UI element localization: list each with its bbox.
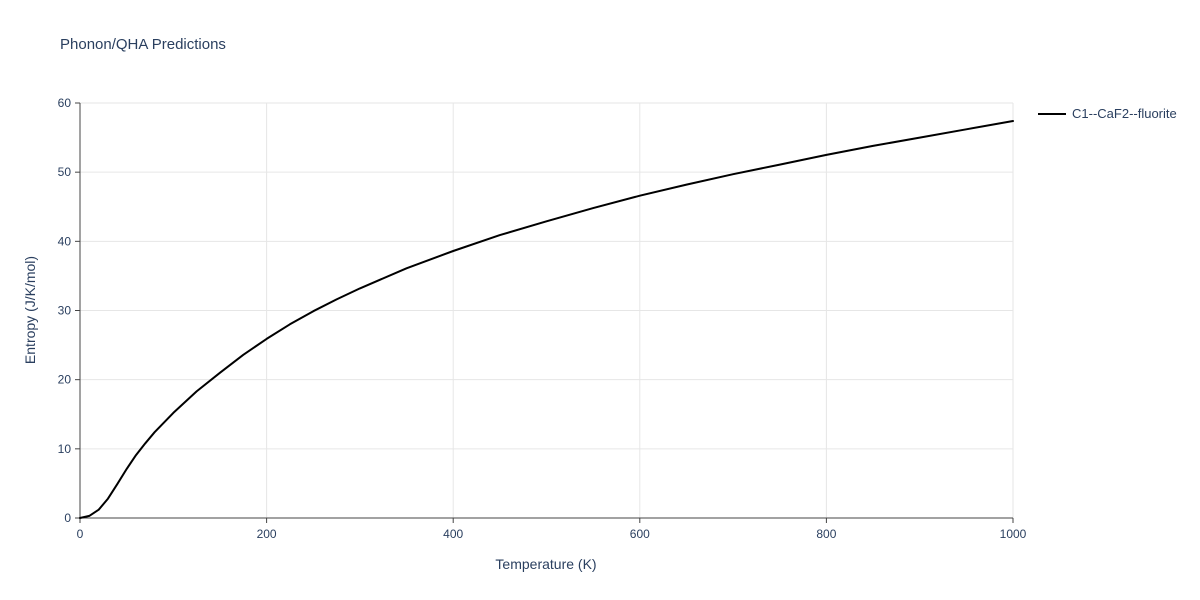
- y-axis-label: Entropy (J/K/mol): [22, 255, 38, 365]
- x-tick-label: 800: [816, 527, 836, 541]
- x-tick-label: 200: [257, 527, 277, 541]
- x-tick-label: 1000: [1000, 527, 1027, 541]
- series-line: [79, 120, 1014, 519]
- x-tick-label: 0: [77, 527, 84, 541]
- y-tick-label: 40: [58, 234, 72, 248]
- y-tick-label: 10: [58, 442, 72, 456]
- y-tick-label: 60: [58, 96, 72, 110]
- chart-title: Phonon/QHA Predictions: [60, 36, 226, 53]
- legend-series-label: C1--CaF2--fluorite: [1072, 106, 1177, 121]
- legend[interactable]: C1--CaF2--fluorite: [1038, 106, 1177, 121]
- x-tick-label: 400: [443, 527, 463, 541]
- y-tick-label: 20: [58, 373, 72, 387]
- y-tick-label: 50: [58, 165, 72, 179]
- x-axis-label: Temperature (K): [495, 556, 597, 572]
- y-tick-label: 30: [58, 304, 72, 318]
- legend-line-sample: [1038, 112, 1066, 115]
- y-tick-label: 0: [64, 511, 71, 525]
- x-tick-label: 600: [630, 527, 650, 541]
